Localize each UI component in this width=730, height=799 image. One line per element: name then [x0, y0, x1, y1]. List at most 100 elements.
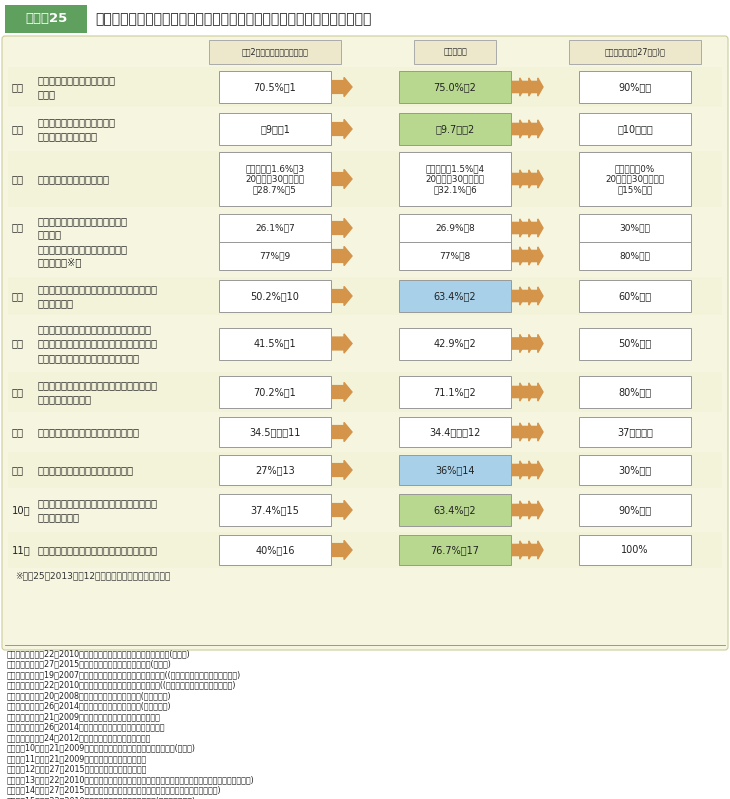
Polygon shape: [521, 219, 534, 237]
Text: 41.5%＊1: 41.5%＊1: [254, 339, 296, 348]
Text: 71.1%＊2: 71.1%＊2: [434, 387, 477, 397]
Polygon shape: [332, 169, 352, 189]
Text: 学校給食における地場産物を使用: 学校給食における地場産物を使用: [38, 217, 128, 226]
FancyBboxPatch shape: [8, 372, 722, 412]
Text: 図表－25: 図表－25: [25, 13, 67, 26]
Text: 37.4%＊15: 37.4%＊15: [250, 505, 299, 515]
Text: 60%以上: 60%以上: [618, 291, 652, 301]
Text: 36%＊14: 36%＊14: [435, 465, 474, 475]
Polygon shape: [530, 461, 543, 479]
Text: 等を継続的に実施している国民の割合: 等を継続的に実施している国民の割合: [38, 353, 140, 363]
Text: ７．: ７．: [12, 387, 24, 397]
Text: ３．: ３．: [12, 174, 24, 184]
FancyBboxPatch shape: [8, 151, 722, 207]
Polygon shape: [332, 460, 352, 479]
Polygon shape: [521, 287, 534, 305]
Text: 77%＊8: 77%＊8: [439, 252, 471, 260]
Polygon shape: [332, 500, 352, 519]
Polygon shape: [521, 170, 534, 188]
Text: ６．: ６．: [12, 339, 24, 348]
FancyBboxPatch shape: [579, 280, 691, 312]
Text: 食育の推進に関わるボランティアの数: 食育の推進に関わるボランティアの数: [38, 427, 140, 437]
FancyBboxPatch shape: [209, 40, 341, 64]
Text: 30%以上: 30%以上: [618, 465, 652, 475]
Text: 26.9%＊8: 26.9%＊8: [435, 224, 475, 233]
Text: ＊８　平成26（2014）年度文部科学省健康教育・食育課調べ: ＊８ 平成26（2014）年度文部科学省健康教育・食育課調べ: [7, 722, 166, 732]
Text: 50%以上: 50%以上: [618, 339, 652, 348]
Text: ム）の予防や改善のための適切な食事、運動: ム）の予防や改善のための適切な食事、運動: [38, 339, 158, 348]
Text: 朝食を欠食する国民の割合: 朝食を欠食する国民の割合: [38, 174, 110, 184]
Text: 栄養バランス等に配慮した食生活を送ってい: 栄養バランス等に配慮した食生活を送ってい: [38, 284, 158, 294]
FancyBboxPatch shape: [8, 452, 722, 488]
Polygon shape: [512, 219, 525, 237]
Text: 75.0%＊2: 75.0%＊2: [434, 82, 477, 92]
Text: 食品の安全性に関する基礎的な知識を持って: 食品の安全性に関する基礎的な知識を持って: [38, 498, 158, 507]
Polygon shape: [521, 501, 534, 519]
FancyBboxPatch shape: [579, 494, 691, 526]
Text: 心のある国民の割合: 心のある国民の割合: [38, 394, 92, 404]
Text: ＊７　平成21（2009）年度文部科学省学校健康教育課調べ: ＊７ 平成21（2009）年度文部科学省学校健康教育課調べ: [7, 712, 161, 721]
Text: 食べる「共食」の回数: 食べる「共食」の回数: [38, 131, 98, 141]
FancyBboxPatch shape: [579, 376, 691, 408]
Text: 100%: 100%: [621, 545, 649, 555]
Text: 《目標値（平成27年度)》: 《目標値（平成27年度)》: [604, 47, 666, 57]
Polygon shape: [530, 383, 543, 401]
Text: る国民の割合: る国民の割合: [38, 298, 74, 308]
FancyBboxPatch shape: [399, 376, 511, 408]
Polygon shape: [530, 335, 543, 352]
Text: する割合（※）: する割合（※）: [38, 257, 82, 268]
FancyBboxPatch shape: [579, 152, 691, 206]
Text: 90%以上: 90%以上: [618, 505, 652, 515]
Polygon shape: [530, 78, 543, 96]
Text: ＊６　平成26（2014）年「国民健康・栄養調査」(厚生労働省): ＊６ 平成26（2014）年「国民健康・栄養調査」(厚生労働省): [7, 702, 172, 710]
FancyBboxPatch shape: [579, 214, 691, 242]
FancyBboxPatch shape: [8, 532, 722, 568]
Text: 週10回以上: 週10回以上: [617, 124, 653, 134]
Text: 11．: 11．: [12, 545, 31, 555]
FancyBboxPatch shape: [579, 535, 691, 565]
Text: 76.7%＊17: 76.7%＊17: [431, 545, 480, 555]
FancyBboxPatch shape: [219, 417, 331, 447]
FancyBboxPatch shape: [219, 242, 331, 270]
Text: 63.4%＊2: 63.4%＊2: [434, 291, 476, 301]
Text: 70.5%＊1: 70.5%＊1: [253, 82, 296, 92]
FancyBboxPatch shape: [414, 40, 496, 64]
Polygon shape: [512, 541, 525, 559]
FancyBboxPatch shape: [219, 71, 331, 103]
FancyBboxPatch shape: [579, 113, 691, 145]
Text: よく噛んで味わって食べるなどの食べ方に関: よく噛んで味わって食べるなどの食べ方に関: [38, 380, 158, 390]
FancyBboxPatch shape: [5, 5, 87, 33]
Text: ※平成25（2013）年12月基本計画一部改定により追加: ※平成25（2013）年12月基本計画一部改定により追加: [15, 571, 170, 580]
Text: 80%以上: 80%以上: [618, 387, 652, 397]
FancyBboxPatch shape: [219, 376, 331, 408]
Polygon shape: [512, 78, 525, 96]
Polygon shape: [332, 334, 352, 353]
Text: ２．: ２．: [12, 124, 24, 134]
Polygon shape: [512, 423, 525, 441]
Text: ９．: ９．: [12, 465, 24, 475]
Text: 70.2%＊1: 70.2%＊1: [253, 387, 296, 397]
Text: ＊５　平成20（2008）年「国民健康・栄養調査」(厚生労働省): ＊５ 平成20（2008）年「国民健康・栄養調査」(厚生労働省): [7, 691, 172, 700]
Polygon shape: [512, 501, 525, 519]
Text: 学校給食における国産食材を使用: 学校給食における国産食材を使用: [38, 244, 128, 255]
FancyBboxPatch shape: [399, 494, 511, 526]
FancyBboxPatch shape: [579, 242, 691, 270]
Polygon shape: [521, 383, 534, 401]
FancyBboxPatch shape: [579, 71, 691, 103]
Polygon shape: [332, 246, 352, 265]
FancyBboxPatch shape: [8, 277, 722, 315]
Text: ＊13　平成22（2010）年度「食事バランスガイド」認知及び参考度に関する全国調査（農林水産省): ＊13 平成22（2010）年度「食事バランスガイド」認知及び参考度に関する全国…: [7, 775, 255, 784]
FancyBboxPatch shape: [399, 152, 511, 206]
Text: 子供　　：1.6%＊3
20歳代・30歳代男性
：28.7%＊5: 子供 ：1.6%＊3 20歳代・30歳代男性 ：28.7%＊5: [245, 164, 304, 194]
Text: 37万人以上: 37万人以上: [617, 427, 653, 437]
Text: の割合: の割合: [38, 89, 56, 99]
Polygon shape: [530, 541, 543, 559]
FancyBboxPatch shape: [399, 328, 511, 360]
Text: 26.1%＊7: 26.1%＊7: [255, 224, 295, 233]
FancyBboxPatch shape: [219, 328, 331, 360]
Polygon shape: [521, 423, 534, 441]
Text: 27%＊13: 27%＊13: [255, 465, 295, 475]
FancyBboxPatch shape: [219, 214, 331, 242]
Text: 40%＊16: 40%＊16: [255, 545, 295, 555]
Polygon shape: [512, 247, 525, 265]
